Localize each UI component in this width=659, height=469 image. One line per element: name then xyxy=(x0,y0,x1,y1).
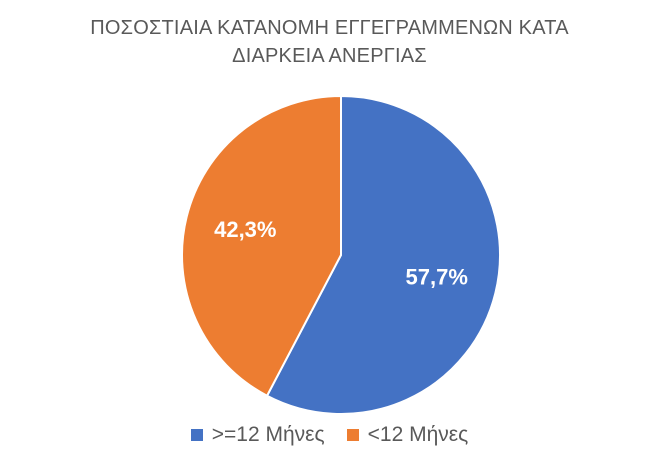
legend-label: >=12 Μήνες xyxy=(211,423,325,446)
legend-label: <12 Μήνες xyxy=(367,423,469,446)
legend: >=12 Μήνες <12 Μήνες xyxy=(0,419,659,451)
chart-title-line-1: ΠΟΣΟΣΤΙΑΙΑ ΚΑΤΑΝΟΜΗ ΕΓΓΕΓΡΑΜΜΕΝΩΝ ΚΑΤΑ xyxy=(90,17,569,39)
legend-swatch-orange xyxy=(346,429,359,441)
pie-slice-1 xyxy=(181,94,342,398)
data-label-1: 42,3% xyxy=(214,217,276,242)
legend-item-lt-12-months: <12 Μήνες xyxy=(346,423,469,447)
chart-title-line-2: ΔΙΑΡΚΕΙΑ ΑΝΕΡΓΙΑΣ xyxy=(232,45,427,67)
data-label-0: 57,7% xyxy=(406,264,468,289)
chart-title: ΠΟΣΟΣΤΙΑΙΑ ΚΑΤΑΝΟΜΗ ΕΓΓΕΓΡΑΜΜΕΝΩΝ ΚΑΤΑ Δ… xyxy=(0,14,659,70)
legend-item-ge-12-months: >=12 Μήνες xyxy=(190,423,325,447)
pie-slice-0 xyxy=(265,94,501,415)
legend-swatch-blue xyxy=(190,429,203,441)
